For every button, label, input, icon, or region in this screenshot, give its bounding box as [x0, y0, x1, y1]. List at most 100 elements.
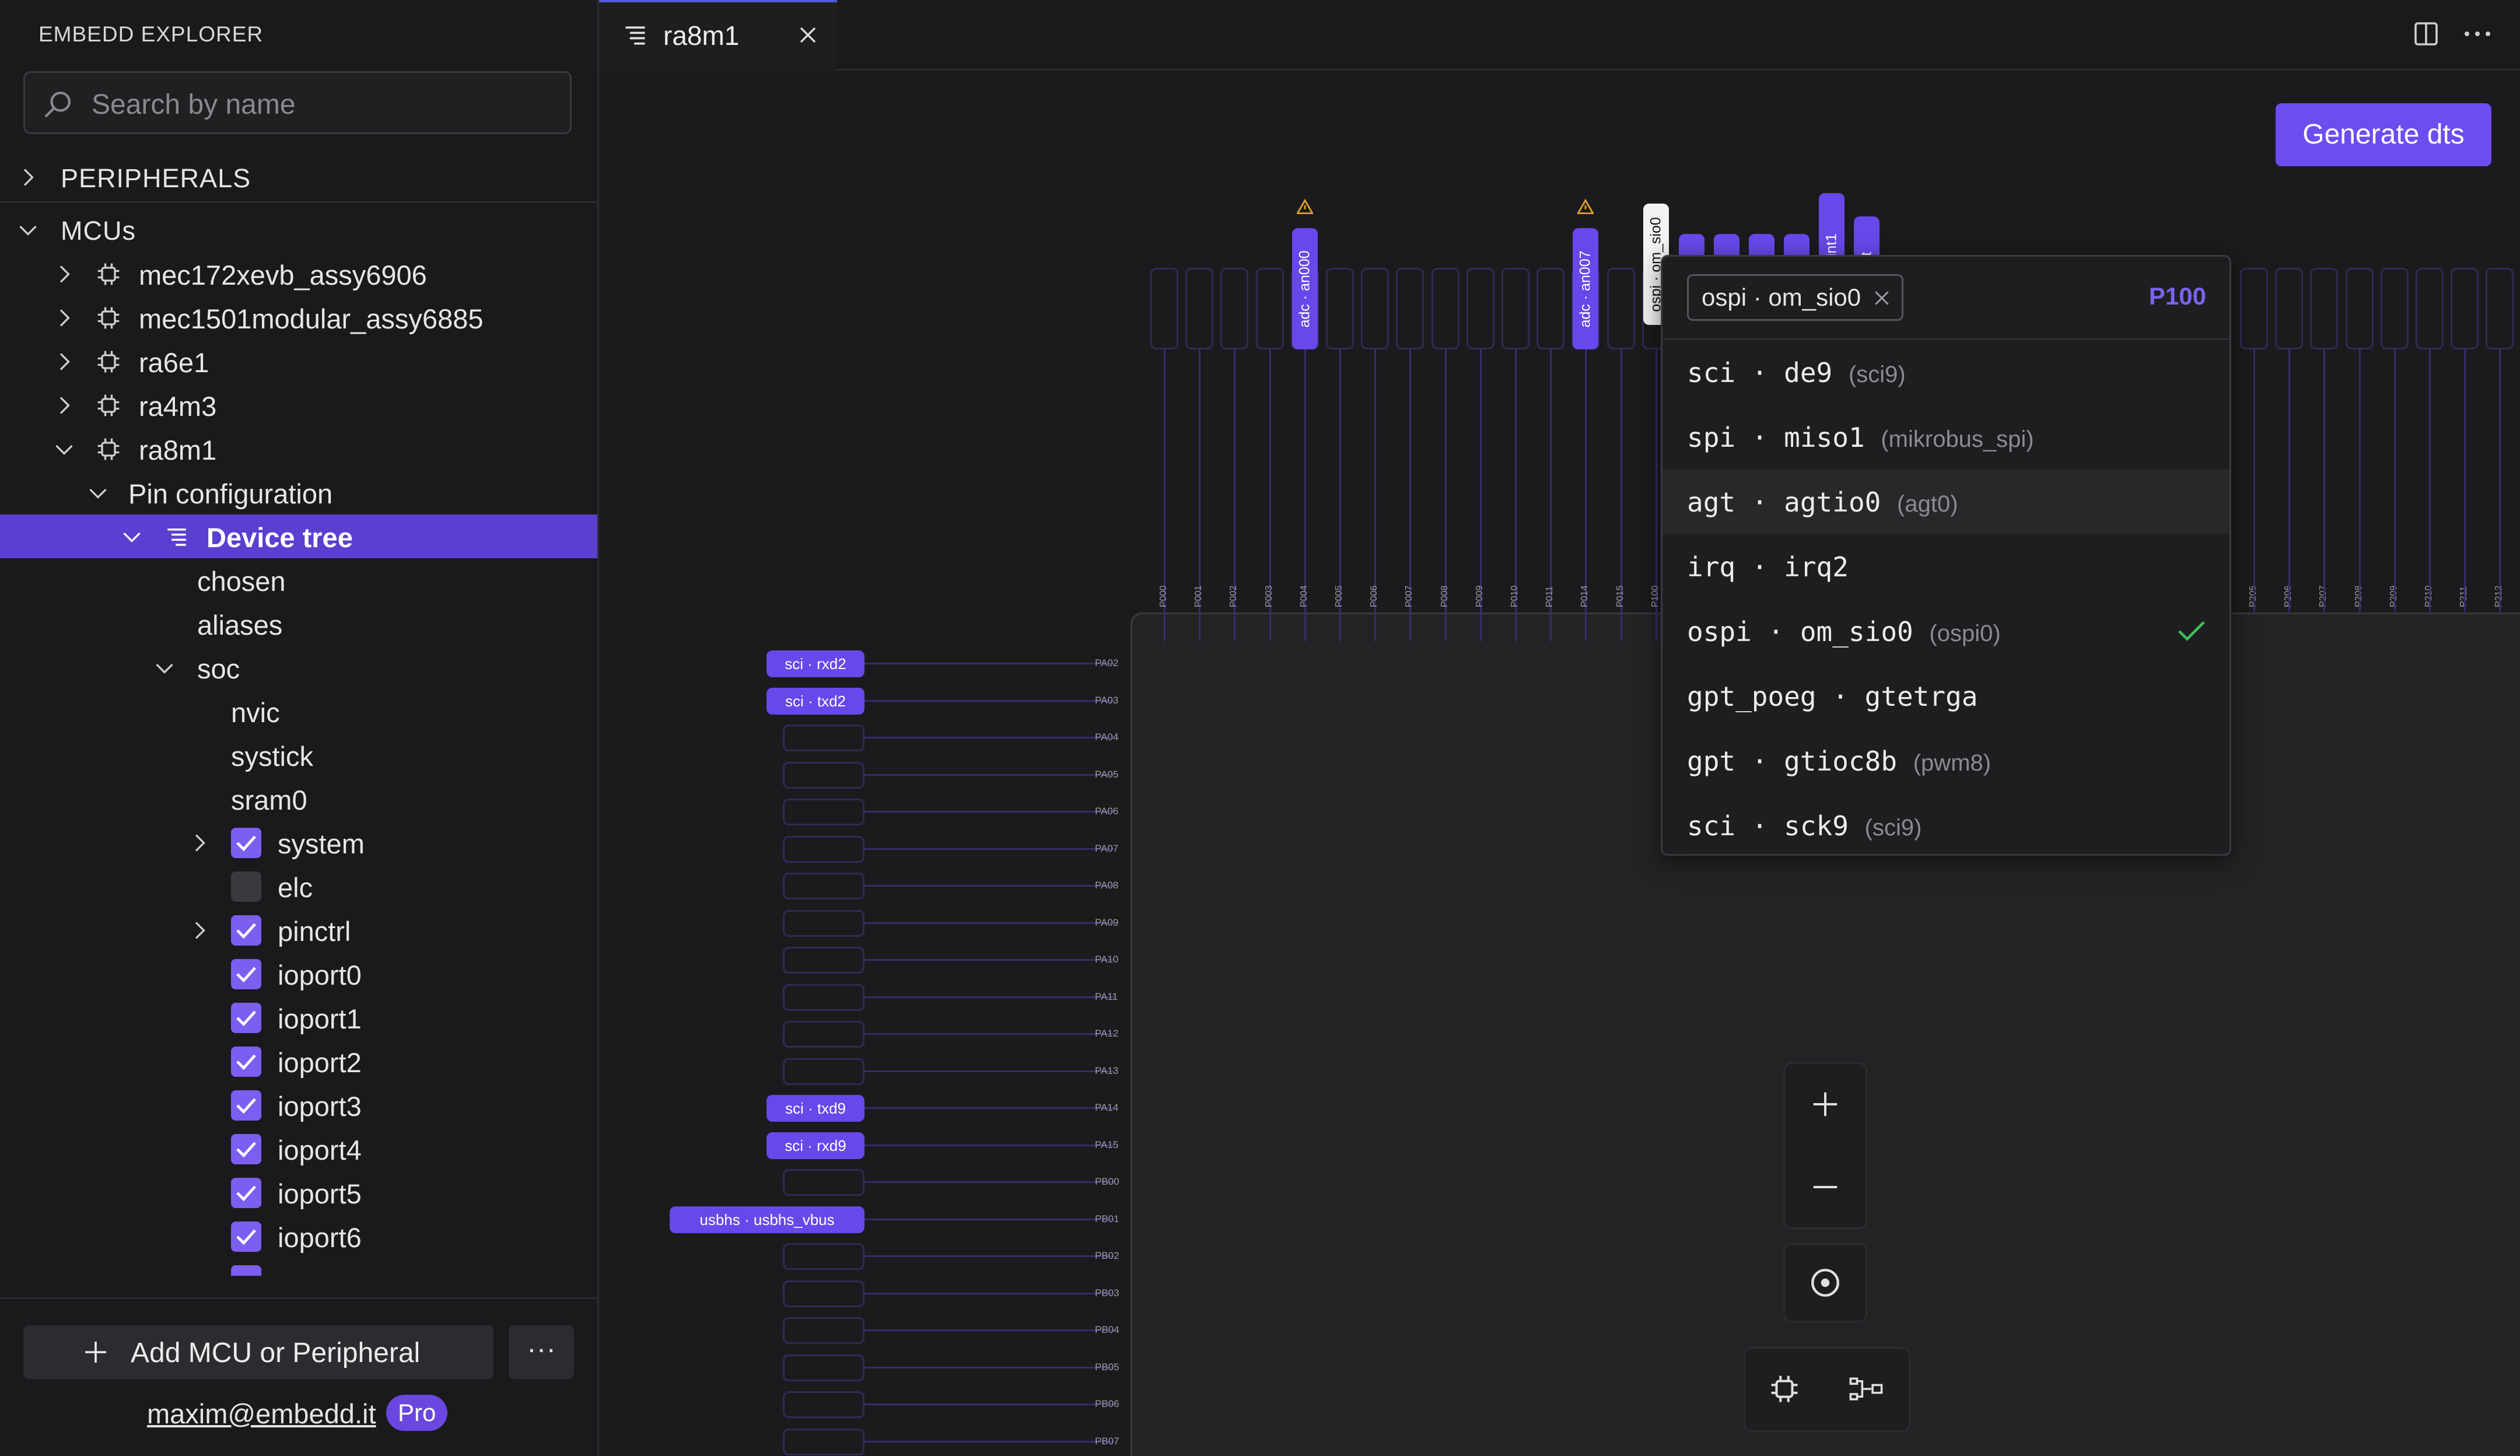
pin-slot[interactable]: [1185, 268, 1214, 349]
pin-slot[interactable]: [1536, 268, 1565, 349]
pin-function-tag[interactable]: sci · rxd2: [766, 650, 864, 677]
close-icon[interactable]: [797, 24, 818, 46]
tree-item-chosen[interactable]: chosen: [0, 558, 597, 602]
chip-view-icon[interactable]: [1769, 1373, 1800, 1405]
checkbox-checked[interactable]: [231, 1090, 261, 1121]
checkbox-checked[interactable]: [231, 1134, 261, 1164]
tree-item-ioport3[interactable]: ioport3: [0, 1083, 597, 1127]
tree-item-mec1501modular[interactable]: mec1501modular_assy6885: [0, 296, 597, 340]
pin-slot[interactable]: [1431, 268, 1460, 349]
pin-slot[interactable]: [1361, 268, 1390, 349]
pin-slot[interactable]: [2486, 268, 2514, 349]
tree-item-system[interactable]: system: [0, 821, 597, 864]
pin-slot[interactable]: [2310, 268, 2339, 349]
pin-function-tag[interactable]: sci · rxd9: [766, 1132, 864, 1159]
pin-slot[interactable]: [1396, 268, 1424, 349]
tree-item-mec172xevb[interactable]: mec172xevb_assy6906: [0, 252, 597, 296]
tree-item-ioport6[interactable]: ioport6: [0, 1214, 597, 1258]
pin-slot[interactable]: [783, 1317, 864, 1344]
search-box[interactable]: [23, 71, 572, 134]
pin-function-tag[interactable]: adc · an007: [1573, 228, 1599, 349]
dropdown-option[interactable]: sci · sck9 (sci9): [1662, 793, 2230, 854]
user-email-link[interactable]: maxim@embedd.it: [147, 1398, 376, 1429]
pin-slot[interactable]: [2416, 268, 2444, 349]
checkbox-unchecked[interactable]: [231, 872, 261, 902]
pin-slot[interactable]: [783, 873, 864, 900]
minus-icon[interactable]: [1810, 1171, 1841, 1203]
target-icon[interactable]: [1808, 1266, 1842, 1300]
pin-slot[interactable]: [1606, 268, 1635, 349]
checkbox-checked[interactable]: [231, 1222, 261, 1252]
tree-item-device-tree[interactable]: Device tree: [0, 514, 597, 558]
dropdown-option[interactable]: sci · de9 (sci9): [1662, 340, 2230, 404]
pin-slot[interactable]: [783, 984, 864, 1011]
tree-item-aliases[interactable]: aliases: [0, 602, 597, 646]
plus-icon[interactable]: [1810, 1088, 1841, 1120]
pin-slot[interactable]: [783, 947, 864, 974]
close-icon[interactable]: [1873, 289, 1891, 307]
tree-item-ioport2[interactable]: ioport2: [0, 1040, 597, 1083]
section-mcus[interactable]: MCUs: [0, 208, 597, 252]
pin-slot[interactable]: [783, 799, 864, 825]
tree-item-systick[interactable]: systick: [0, 733, 597, 777]
section-peripherals[interactable]: PERIPHERALS: [0, 155, 597, 200]
tree-item-elc[interactable]: elc: [0, 864, 597, 908]
tree-item-ioport1[interactable]: ioport1: [0, 996, 597, 1040]
pin-slot[interactable]: [783, 1354, 864, 1381]
tab-ra8m1[interactable]: ra8m1: [599, 0, 837, 71]
dropdown-option[interactable]: gpt_poeg · gtetrga: [1662, 663, 2230, 728]
tree-item-sram0[interactable]: sram0: [0, 777, 597, 821]
pin-slot[interactable]: [2380, 268, 2409, 349]
pin-slot[interactable]: [1150, 268, 1178, 349]
pin-slot[interactable]: [783, 761, 864, 789]
pin-slot[interactable]: [783, 1169, 864, 1196]
pin-slot[interactable]: [783, 1280, 864, 1307]
pin-slot[interactable]: [1466, 268, 1494, 349]
more-button[interactable]: ···: [509, 1325, 574, 1379]
split-editor-icon[interactable]: [2412, 20, 2440, 48]
pin-slot[interactable]: [783, 1391, 864, 1418]
dropdown-option[interactable]: gpt · gtioc8b (pwm8): [1662, 728, 2230, 793]
function-dropdown[interactable]: ospi · om_sio0 P100 sci · de9 (sci9) spi …: [1661, 255, 2231, 856]
tree-item-soc[interactable]: soc: [0, 646, 597, 690]
checkbox-checked[interactable]: [231, 1003, 261, 1033]
pin-slot[interactable]: [783, 1021, 864, 1048]
pin-function-tag[interactable]: adc · an000: [1292, 228, 1318, 349]
search-input[interactable]: [90, 85, 559, 124]
pin-slot[interactable]: [2275, 268, 2304, 349]
generate-dts-button[interactable]: Generate dts: [2276, 103, 2491, 166]
pin-slot[interactable]: [2240, 268, 2268, 349]
pin-slot[interactable]: [783, 724, 864, 751]
pin-slot[interactable]: [783, 909, 864, 937]
checkbox-checked[interactable]: [231, 959, 261, 989]
pin-slot[interactable]: [1326, 268, 1354, 349]
pin-function-tag[interactable]: sci · txd2: [766, 687, 864, 715]
pin-function-tag[interactable]: usbhs · usbhs_vbus: [670, 1206, 864, 1233]
tree-item-ra8m1[interactable]: ra8m1: [0, 427, 597, 471]
pin-slot[interactable]: [1255, 268, 1284, 349]
tree-item-ra6e1[interactable]: ra6e1: [0, 340, 597, 383]
checkbox-checked[interactable]: [231, 828, 261, 858]
more-icon[interactable]: [2461, 20, 2494, 48]
pin-slot[interactable]: [783, 835, 864, 863]
tree-item-pin-configuration[interactable]: Pin configuration: [0, 471, 597, 514]
pin-slot[interactable]: [2451, 268, 2479, 349]
dropdown-option[interactable]: ospi · om_sio0 (ospi0): [1662, 598, 2230, 663]
selected-function-chip[interactable]: ospi · om_sio0: [1687, 274, 1904, 321]
add-mcu-button[interactable]: Add MCU or Peripheral: [23, 1325, 494, 1379]
tree-item-nvic[interactable]: nvic: [0, 690, 597, 733]
pin-slot[interactable]: [783, 1428, 864, 1455]
dropdown-option[interactable]: agt · agtio0 (agt0): [1662, 469, 2230, 534]
tree-item-ioport4[interactable]: ioport4: [0, 1127, 597, 1171]
tree-item-ioport0[interactable]: ioport0: [0, 952, 597, 996]
layout-icon[interactable]: [1848, 1373, 1884, 1405]
pin-slot[interactable]: [2345, 268, 2374, 349]
pin-slot[interactable]: [783, 1243, 864, 1270]
pin-canvas[interactable]: P000 P001 P002 P003 P004 adc · an000 P005 P006 P…: [599, 71, 2520, 1456]
pin-slot[interactable]: [783, 1058, 864, 1085]
checkbox-checked[interactable]: [231, 1046, 261, 1077]
checkbox-checked[interactable]: [231, 915, 261, 946]
tree-item-ra4m3[interactable]: ra4m3: [0, 383, 597, 427]
dropdown-option[interactable]: irq · irq2: [1662, 534, 2230, 598]
pin-slot[interactable]: [1220, 268, 1249, 349]
